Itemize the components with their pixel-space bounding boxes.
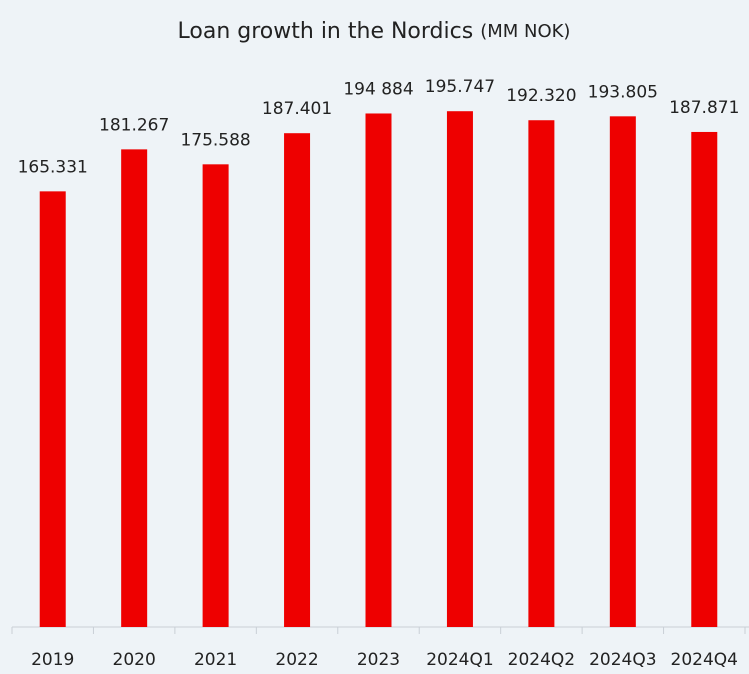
value-label: 195.747 xyxy=(425,77,495,97)
value-label: 193.805 xyxy=(588,82,658,102)
x-tick-label: 2024Q2 xyxy=(508,650,575,670)
x-tick-label: 2024Q1 xyxy=(426,650,493,670)
value-label: 187.871 xyxy=(669,98,739,118)
x-tick-label: 2020 xyxy=(113,650,156,670)
x-tick-label: 2023 xyxy=(357,650,400,670)
bar xyxy=(284,133,311,627)
bar xyxy=(446,111,473,627)
value-label: 181.267 xyxy=(99,115,169,135)
bar xyxy=(528,120,555,627)
title-main: Loan growth in the Nordics xyxy=(178,19,474,44)
bar xyxy=(202,164,229,627)
x-tick-label: 2024Q3 xyxy=(589,650,656,670)
value-label: 187.401 xyxy=(262,99,332,119)
x-tick-label: 2021 xyxy=(194,650,237,670)
x-tick-label: 2022 xyxy=(275,650,318,670)
value-label: 194 884 xyxy=(343,79,413,99)
bar xyxy=(609,116,636,627)
bar xyxy=(39,191,66,627)
title-unit: (MM NOK) xyxy=(480,21,570,42)
bar xyxy=(121,149,148,627)
bar xyxy=(691,131,718,628)
value-label: 165.331 xyxy=(18,157,88,177)
x-tick-label: 2019 xyxy=(31,650,74,670)
value-label: 175.588 xyxy=(180,130,250,150)
chart-title: Loan growth in the Nordics (MM NOK) xyxy=(178,19,571,44)
bar xyxy=(365,113,392,628)
value-label: 192.320 xyxy=(506,86,576,106)
x-tick-label: 2024Q4 xyxy=(671,650,738,670)
